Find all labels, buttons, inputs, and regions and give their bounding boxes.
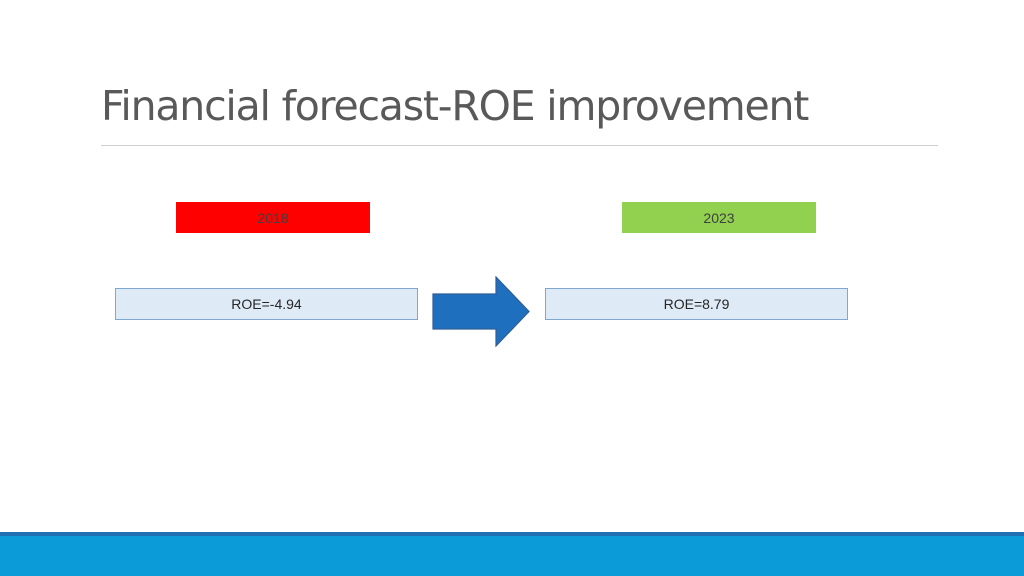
title-divider <box>101 145 938 146</box>
arrow-shape <box>432 276 530 347</box>
roe-box-before: ROE=-4.94 <box>115 288 418 320</box>
right-arrow-icon <box>432 276 530 347</box>
year-box-2023: 2023 <box>622 202 816 233</box>
year-box-2018: 2018 <box>176 202 370 233</box>
footer-accent-line <box>0 532 1024 536</box>
footer-band <box>0 536 1024 576</box>
slide-title: Financial forecast-ROE improvement <box>101 82 809 130</box>
roe-box-after: ROE=8.79 <box>545 288 848 320</box>
